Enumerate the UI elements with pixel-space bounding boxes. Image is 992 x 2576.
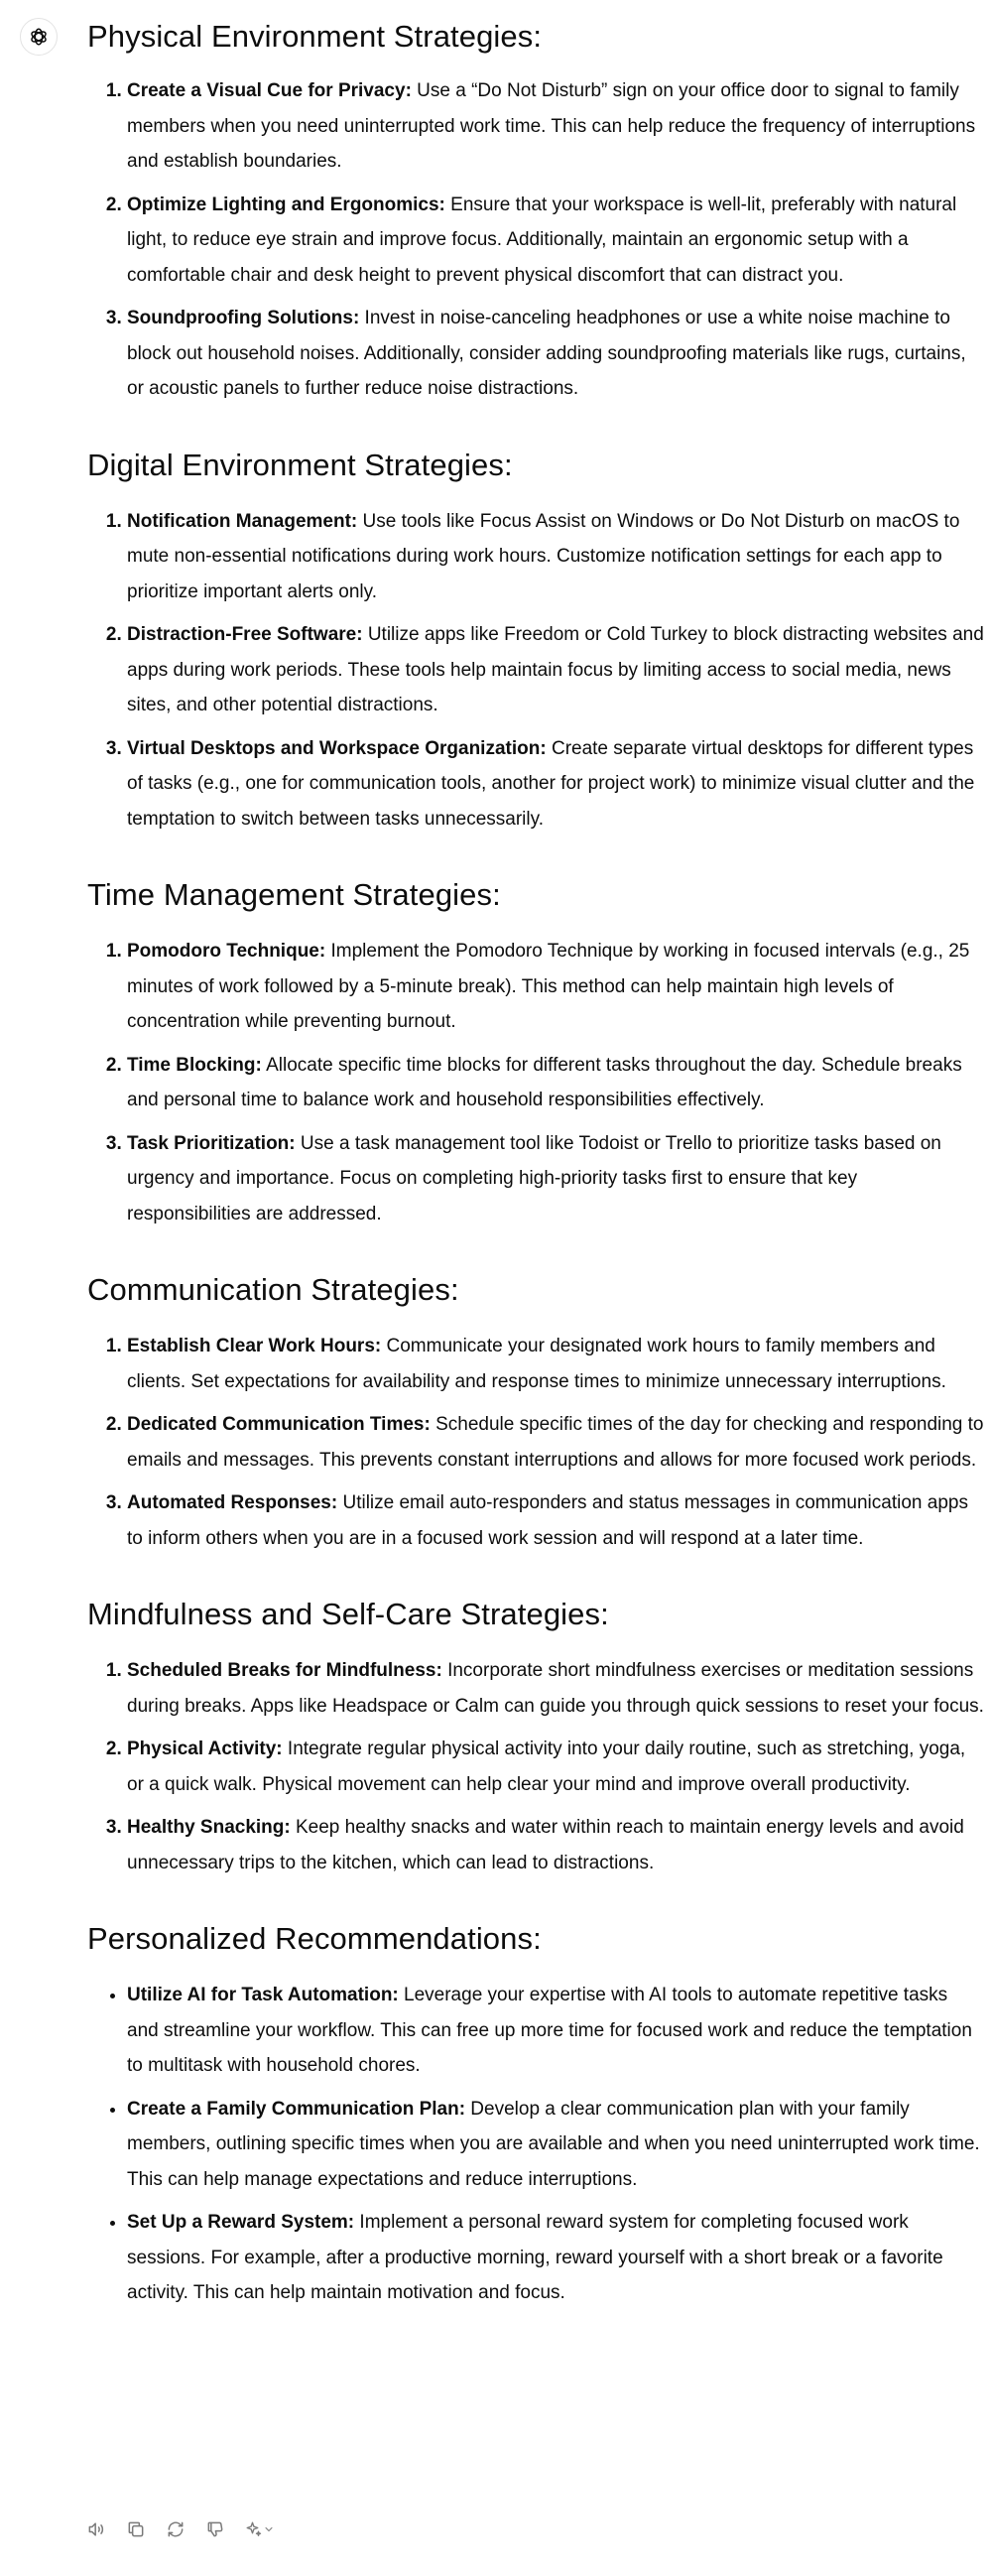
read-aloud-icon [88,2522,104,2536]
list-item: Pomodoro Technique: Implement the Pomodo… [127,934,984,1040]
list-item: Optimize Lighting and Ergonomics: Ensure… [127,188,984,294]
assistant-message: Physical Environment Strategies: Create … [87,0,984,2311]
section-physical-environment: Physical Environment Strategies: Create … [87,18,984,407]
section-time-management: Time Management Strategies: Pomodoro Tec… [87,876,984,1231]
list-item: Set Up a Reward System: Implement a pers… [127,2205,984,2311]
list-item: Dedicated Communication Times: Schedule … [127,1407,984,1478]
change-model-button[interactable] [240,2514,280,2544]
list-item: Healthy Snacking: Keep healthy snacks an… [127,1810,984,1880]
copy-icon [128,2521,144,2537]
section-personalized-recommendations: Personalized Recommendations: Utilize AI… [87,1920,984,2311]
thumbs-down-button[interactable] [200,2514,230,2544]
section-heading: Physical Environment Strategies: [87,19,543,54]
thumbs-down-icon [207,2521,223,2537]
section-heading: Communication Strategies: [87,1272,459,1307]
bulleted-list: Utilize AI for Task Automation: Leverage… [87,1978,984,2311]
numbered-list: Scheduled Breaks for Mindfulness: Incorp… [87,1653,984,1880]
numbered-list: Create a Visual Cue for Privacy: Use a “… [87,73,984,407]
numbered-list: Pomodoro Technique: Implement the Pomodo… [87,934,984,1231]
assistant-avatar [20,18,58,56]
section-heading: Mindfulness and Self-Care Strategies: [87,1597,609,1631]
change-model-sparkle-icon [246,2521,262,2536]
section-heading: Personalized Recommendations: [87,1921,542,1956]
section-communication: Communication Strategies: Establish Clea… [87,1271,984,1556]
regenerate-icon [168,2521,184,2537]
list-item: Physical Activity: Integrate regular phy… [127,1732,984,1802]
read-aloud-button[interactable] [81,2514,111,2544]
list-item: Create a Visual Cue for Privacy: Use a “… [127,73,984,180]
chevron-down-icon [265,2527,273,2532]
list-item: Automated Responses: Utilize email auto-… [127,1485,984,1556]
numbered-list: Establish Clear Work Hours: Communicate … [87,1329,984,1556]
list-item: Scheduled Breaks for Mindfulness: Incorp… [127,1653,984,1724]
section-mindfulness: Mindfulness and Self-Care Strategies: Sc… [87,1596,984,1880]
list-item: Soundproofing Solutions: Invest in noise… [127,301,984,407]
list-item: Notification Management: Use tools like … [127,504,984,610]
section-digital-environment: Digital Environment Strategies: Notifica… [87,447,984,837]
list-item: Create a Family Communication Plan: Deve… [127,2092,984,2198]
regenerate-button[interactable] [161,2514,190,2544]
list-item: Task Prioritization: Use a task manageme… [127,1126,984,1232]
list-item: Establish Clear Work Hours: Communicate … [127,1329,984,1399]
numbered-list: Notification Management: Use tools like … [87,504,984,837]
section-heading: Time Management Strategies: [87,877,501,912]
copy-button[interactable] [121,2514,151,2544]
list-item: Virtual Desktops and Workspace Organizat… [127,731,984,837]
list-item: Distraction-Free Software: Utilize apps … [127,617,984,723]
openai-logo-icon [31,28,47,46]
message-actions-toolbar [81,2514,280,2544]
list-item: Utilize AI for Task Automation: Leverage… [127,1978,984,2084]
section-heading: Digital Environment Strategies: [87,447,513,482]
list-item: Time Blocking: Allocate specific time bl… [127,1048,984,1118]
